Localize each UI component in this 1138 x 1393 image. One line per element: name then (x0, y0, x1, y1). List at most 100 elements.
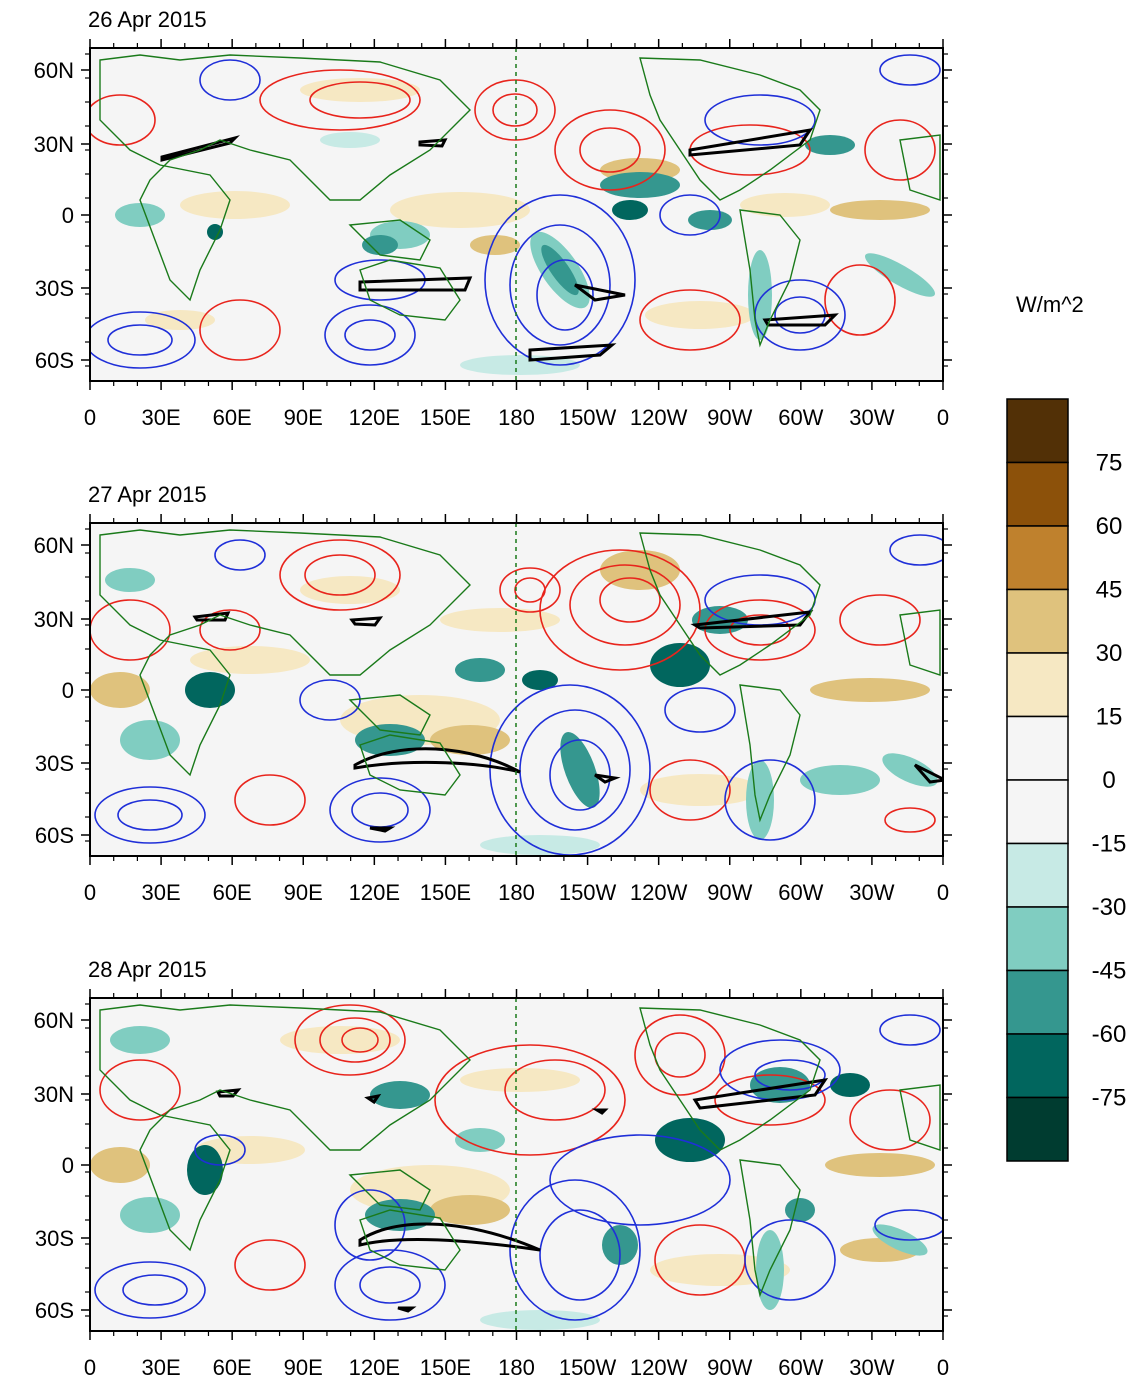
x-tick-label: 0 (937, 405, 949, 430)
colorbar-swatches (1006, 398, 1069, 1162)
colorbar-swatch (1006, 398, 1069, 464)
colorbar-swatch (1006, 1033, 1069, 1099)
y-tick-label: 60N (34, 1008, 74, 1033)
colorbar-swatch (1006, 652, 1069, 718)
map-panel-2: 27 Apr 2015 (34, 482, 952, 905)
panel-title: 27 Apr 2015 (88, 482, 207, 507)
x-tick-label: 180 (498, 405, 535, 430)
x-tick-label: 30E (142, 880, 181, 905)
x-tick-label: 0 (84, 1355, 96, 1380)
x-tick-label: 120E (349, 880, 400, 905)
x-tick-label: 0 (937, 880, 949, 905)
x-tick-label: 30E (142, 1355, 181, 1380)
x-tick-label: 90W (707, 1355, 752, 1380)
x-tick-label: 60E (213, 405, 252, 430)
y-tick-label: 60S (35, 348, 74, 373)
x-tick-label: 60E (213, 1355, 252, 1380)
x-tick-label: 60E (213, 880, 252, 905)
colorbar: W/m^2 75 60 45 30 15 0 -15 -30 -45 -60 -75 (1006, 292, 1127, 1162)
x-tick-label: 0 (84, 880, 96, 905)
panel-title: 28 Apr 2015 (88, 957, 207, 982)
colorbar-label: -45 (1092, 958, 1127, 985)
colorbar-swatch (1006, 1096, 1069, 1162)
colorbar-label: -30 (1092, 894, 1127, 921)
y-tick-label: 30S (35, 751, 74, 776)
y-tick-label: 30S (35, 1226, 74, 1251)
x-tick-label: 150E (420, 880, 471, 905)
colorbar-swatch (1006, 461, 1069, 527)
x-tick-label: 120E (349, 405, 400, 430)
y-tick-label: 60N (34, 533, 74, 558)
x-tick-label: 90W (707, 405, 752, 430)
y-tick-label: 30S (35, 276, 74, 301)
x-axis-ticks: 0 30E 60E 90E 120E 150E 180 150W 120W 90W 60W 30W 0 (84, 989, 949, 1380)
x-tick-label: 30W (849, 405, 894, 430)
x-tick-label: 0 (84, 405, 96, 430)
colorbar-labels: 75 60 45 30 15 0 -15 -30 -45 -60 -75 (1092, 450, 1127, 1112)
colorbar-label: -75 (1092, 1085, 1127, 1112)
highlight-contours (192, 610, 943, 833)
x-tick-label: 150E (420, 405, 471, 430)
colorbar-swatch (1006, 779, 1069, 845)
x-tick-label: 120W (630, 1355, 688, 1380)
x-tick-label: 150W (559, 880, 617, 905)
y-tick-label: 60S (35, 823, 74, 848)
x-axis-ticks: 0 30E 60E 90E 120E 150E 180 150W 120W 90W 60W 30W 0 (84, 514, 949, 905)
colorbar-swatch (1006, 906, 1069, 972)
x-tick-label: 120W (630, 405, 688, 430)
x-tick-label: 90E (284, 405, 323, 430)
contour-layer (94, 1004, 943, 1321)
x-tick-label: 180 (498, 1355, 535, 1380)
y-tick-label: 0 (62, 203, 74, 228)
coastline-layer (99, 529, 941, 823)
x-tick-label: 150W (559, 405, 617, 430)
colorbar-swatch (1006, 842, 1069, 908)
x-tick-label: 90E (284, 880, 323, 905)
y-tick-label: 60S (35, 1298, 74, 1323)
colorbar-label: 45 (1096, 577, 1123, 604)
x-tick-label: 150W (559, 1355, 617, 1380)
x-tick-label: 180 (498, 880, 535, 905)
colorbar-label: -15 (1092, 831, 1127, 858)
shading-layer (115, 78, 935, 375)
colorbar-label: -60 (1092, 1021, 1127, 1048)
y-axis-ticks: 60N 30N 0 30S 60S (34, 528, 952, 848)
x-tick-label: 0 (937, 1355, 949, 1380)
x-tick-label: 60W (778, 1355, 823, 1380)
x-tick-label: 60W (778, 880, 823, 905)
y-axis-ticks: 60N 30N 0 30S 60S (34, 1003, 952, 1323)
y-tick-label: 60N (34, 58, 74, 83)
coastline-layer (99, 54, 941, 348)
map-background (90, 998, 943, 1331)
colorbar-label: 75 (1096, 450, 1123, 477)
colorbar-label: 0 (1102, 767, 1115, 794)
coastline-layer (99, 1004, 941, 1298)
y-tick-label: 0 (62, 1153, 74, 1178)
colorbar-swatch (1006, 715, 1069, 781)
x-tick-label: 120E (349, 1355, 400, 1380)
x-tick-label: 90W (707, 880, 752, 905)
shading-layer (90, 550, 938, 855)
y-tick-label: 30N (34, 607, 74, 632)
x-tick-label: 90E (284, 1355, 323, 1380)
x-tick-label: 60W (778, 405, 823, 430)
colorbar-label: 60 (1096, 513, 1123, 540)
map-panel-3: 28 Apr 2015 (34, 957, 952, 1380)
x-tick-label: 120W (630, 880, 688, 905)
colorbar-swatch (1006, 969, 1069, 1035)
contour-layer (90, 54, 941, 369)
colorbar-swatch (1006, 588, 1069, 654)
y-tick-label: 30N (34, 1082, 74, 1107)
colorbar-label: 15 (1096, 704, 1123, 731)
x-tick-label: 150E (420, 1355, 471, 1380)
x-axis-ticks: 0 30E 60E 90E 120E 150E 180 150W 120W 90W 60W 30W 0 (84, 39, 949, 430)
x-tick-label: 30W (849, 1355, 894, 1380)
y-tick-label: 0 (62, 678, 74, 703)
colorbar-unit: W/m^2 (1016, 292, 1084, 317)
y-tick-label: 30N (34, 132, 74, 157)
x-tick-label: 30W (849, 880, 894, 905)
y-axis-ticks: 60N 30N 0 30S 60S (34, 53, 952, 373)
colorbar-label: 30 (1096, 640, 1123, 667)
highlight-contours (215, 1077, 829, 1313)
